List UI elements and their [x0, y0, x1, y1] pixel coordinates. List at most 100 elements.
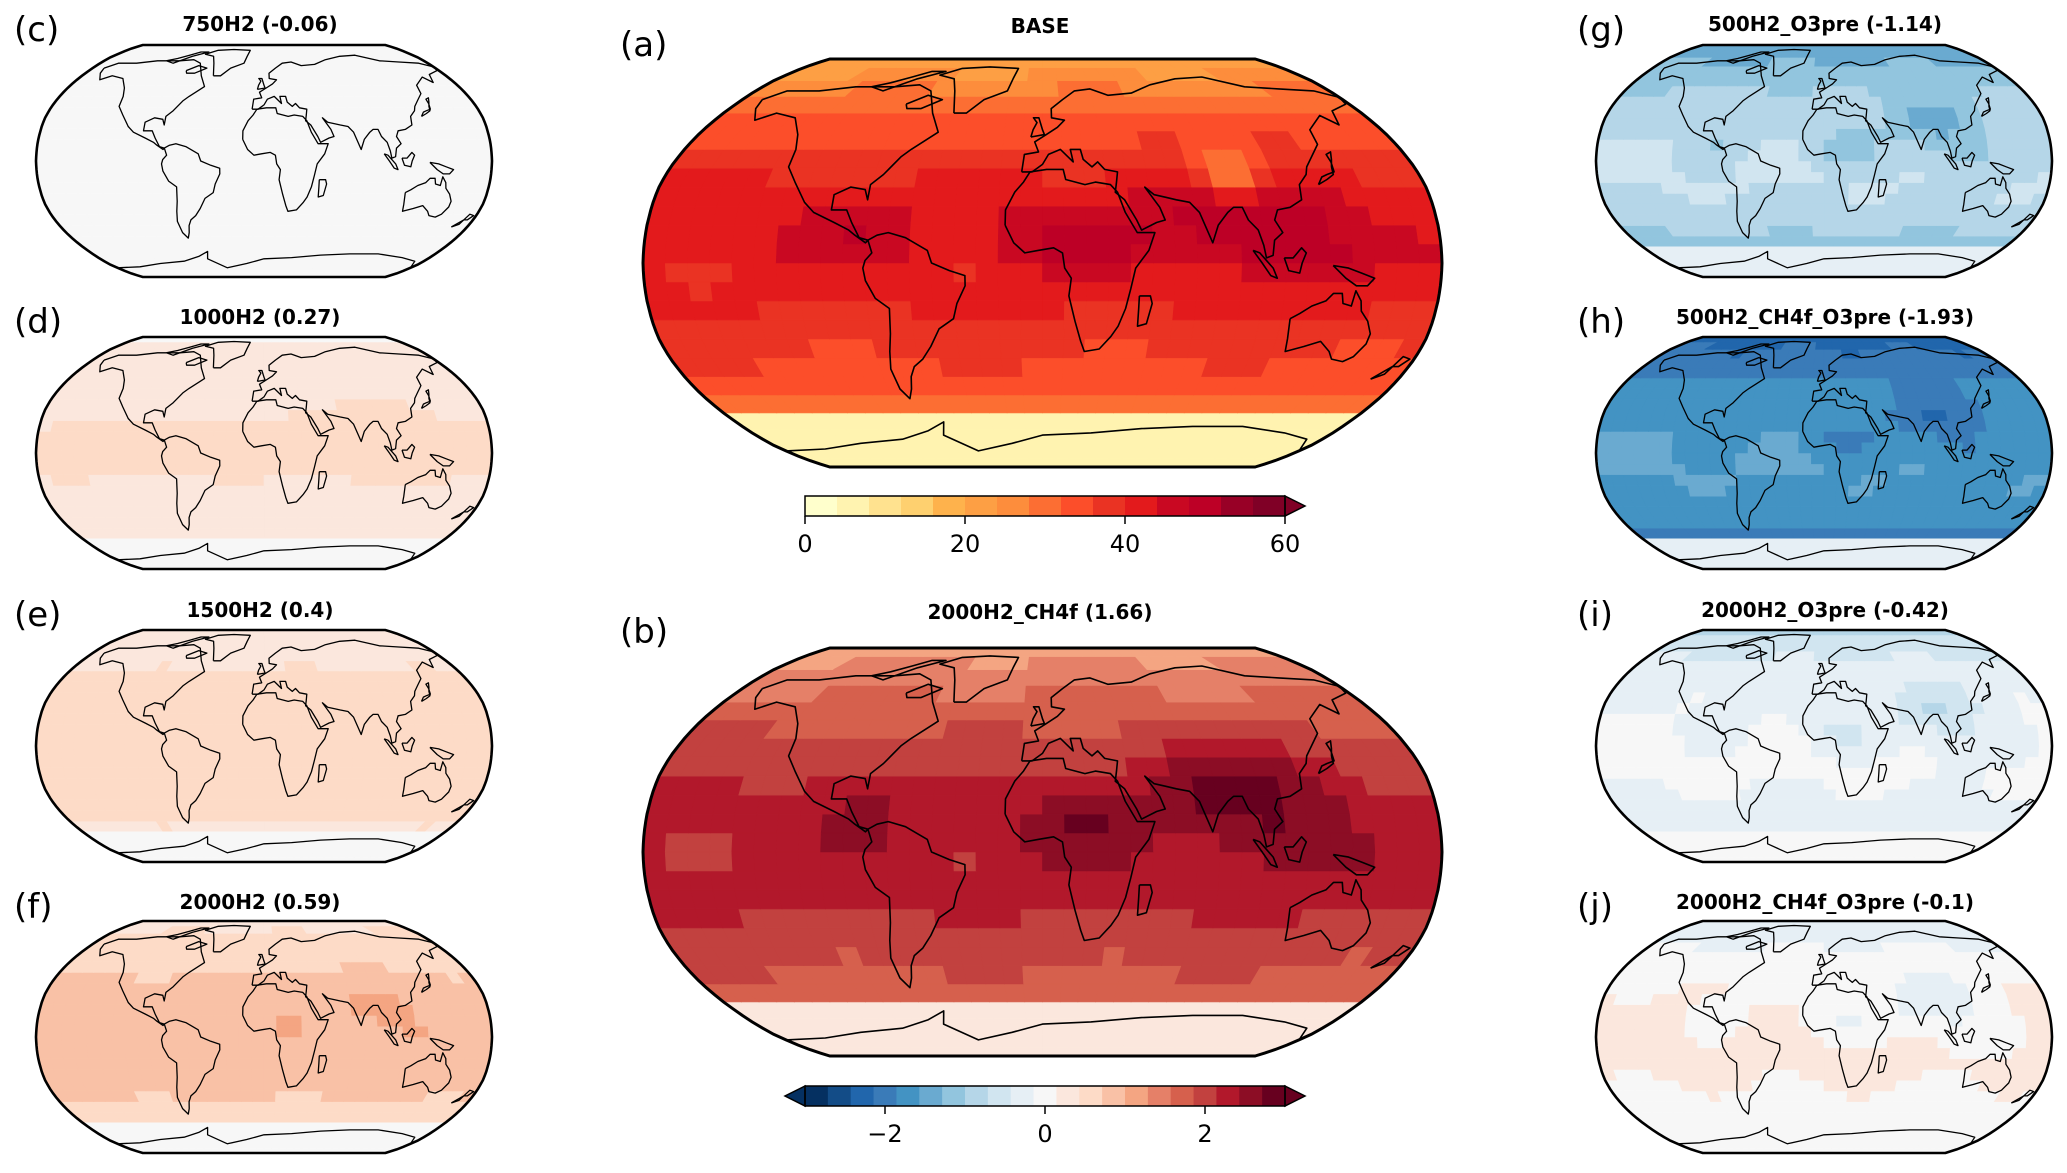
colorbar-bin [1221, 496, 1254, 516]
colorbar-bin [933, 496, 966, 516]
map-j [1594, 919, 2054, 1155]
field-cells [1596, 337, 2052, 569]
panel-title: 1500H2 (0.4) [186, 598, 334, 622]
colorbar-bin [1010, 1086, 1035, 1106]
coastlines [99, 48, 475, 269]
panel-title: 500H2_O3pre (-1.14) [1708, 12, 1942, 36]
colorbar-bin [1253, 496, 1286, 516]
field-cells [643, 59, 1442, 467]
panel-letter: (b) [620, 612, 669, 652]
colorbar-frame [804, 495, 1286, 517]
colorbar-bin [965, 496, 998, 516]
panel-letter: (e) [14, 595, 62, 635]
colorbar-tick-label: −2 [867, 1120, 902, 1148]
colorbar-bin [1157, 496, 1190, 516]
panel-letter: (h) [1577, 302, 1626, 342]
field-cells [1596, 921, 2052, 1153]
panel-letter: (a) [620, 25, 668, 65]
colorbar-bin [965, 1086, 989, 1106]
colorbar-tick-label: 20 [950, 530, 981, 558]
map-boundary [1594, 628, 2054, 864]
map-boundary [34, 335, 494, 571]
field-cells [36, 337, 492, 569]
colorbar-bin [837, 496, 870, 516]
field-cells [36, 921, 492, 1153]
colorbar-tick-label: 60 [1270, 530, 1301, 558]
colorbar-bin [1147, 1086, 1172, 1106]
colorbar-tick-label: 0 [1037, 1120, 1052, 1148]
colorbar-bin [805, 496, 838, 516]
map-boundary [34, 919, 494, 1155]
colorbar-bin [850, 1086, 875, 1106]
coastlines [754, 66, 1411, 452]
colorbar-bin [827, 1086, 852, 1106]
coastlines [754, 655, 1411, 1041]
field-cells [1596, 45, 2052, 277]
panel-title: 750H2 (-0.06) [182, 12, 338, 36]
panel-letter: (c) [14, 10, 60, 50]
panel-title: 2000H2_O3pre (-0.42) [1701, 598, 1949, 622]
colorbar-bin [942, 1086, 966, 1106]
panel-letter: (f) [14, 887, 53, 927]
colorbar-bin [1079, 1086, 1103, 1106]
colorbar-bin [997, 496, 1030, 516]
map-h [1594, 335, 2054, 571]
colorbar-anomaly: −2 0 2 [783, 1084, 1307, 1148]
map-a [641, 57, 1444, 469]
panel-title: 2000H2_CH4f_O3pre (-0.1) [1676, 890, 1974, 914]
colorbar-bin [1029, 496, 1062, 516]
colorbar-tick-label: 2 [1197, 1120, 1212, 1148]
colorbar-bin [919, 1086, 943, 1106]
colorbar-bin [1125, 496, 1158, 516]
map-i [1594, 628, 2054, 864]
panel-letter: (i) [1577, 595, 1613, 635]
colorbar-extend-arrow [1284, 1084, 1307, 1108]
field-cells [36, 45, 492, 277]
colorbar-bin [1239, 1086, 1263, 1106]
map-g [1594, 43, 2054, 279]
colorbar-base: 0 20 40 60 [797, 494, 1307, 558]
colorbar-tick-label: 0 [797, 530, 812, 558]
colorbar-bin [869, 496, 902, 516]
colorbar-bin [1102, 1086, 1126, 1106]
colorbar-bin [901, 496, 934, 516]
field-cells [1596, 630, 2052, 862]
colorbar-bin [1056, 1086, 1080, 1106]
map-boundary [641, 646, 1444, 1058]
colorbar-bin [1189, 496, 1222, 516]
colorbar-bin [1093, 496, 1126, 516]
coastlines [1659, 48, 2035, 269]
map-e [34, 628, 494, 864]
colorbar-bin [1262, 1086, 1286, 1106]
coastlines [99, 633, 475, 854]
panel-title: 2000H2 (0.59) [179, 890, 341, 914]
panel-letter: (j) [1577, 887, 1613, 927]
panel-title: 2000H2_CH4f (1.66) [927, 600, 1153, 624]
colorbar-bin [1216, 1086, 1240, 1106]
coastlines [99, 924, 475, 1145]
coastlines [1659, 633, 2035, 854]
map-c [34, 43, 494, 279]
colorbar-bin [873, 1086, 897, 1106]
panel-letter: (g) [1577, 10, 1626, 50]
colorbar-bin [805, 1086, 829, 1106]
map-d [34, 335, 494, 571]
field-cells [36, 630, 492, 862]
colorbar-tick-label: 40 [1110, 530, 1141, 558]
colorbar-bin [1170, 1086, 1195, 1106]
map-boundary [1594, 919, 2054, 1155]
colorbar-bin [1193, 1086, 1217, 1106]
colorbar-bin [896, 1086, 920, 1106]
map-boundary [34, 628, 494, 864]
map-f [34, 919, 494, 1155]
panel-title: 1000H2 (0.27) [179, 305, 341, 329]
colorbar-bin [1061, 496, 1094, 516]
map-boundary [1594, 43, 2054, 279]
map-boundary [641, 57, 1444, 469]
coastlines [1659, 924, 2035, 1145]
colorbar-extend-arrow [1284, 494, 1307, 518]
panel-title: 500H2_CH4f_O3pre (-1.93) [1676, 305, 1974, 329]
map-b [641, 646, 1444, 1058]
colorbar-extend-arrow [783, 1084, 806, 1108]
panel-letter: (d) [14, 302, 63, 342]
